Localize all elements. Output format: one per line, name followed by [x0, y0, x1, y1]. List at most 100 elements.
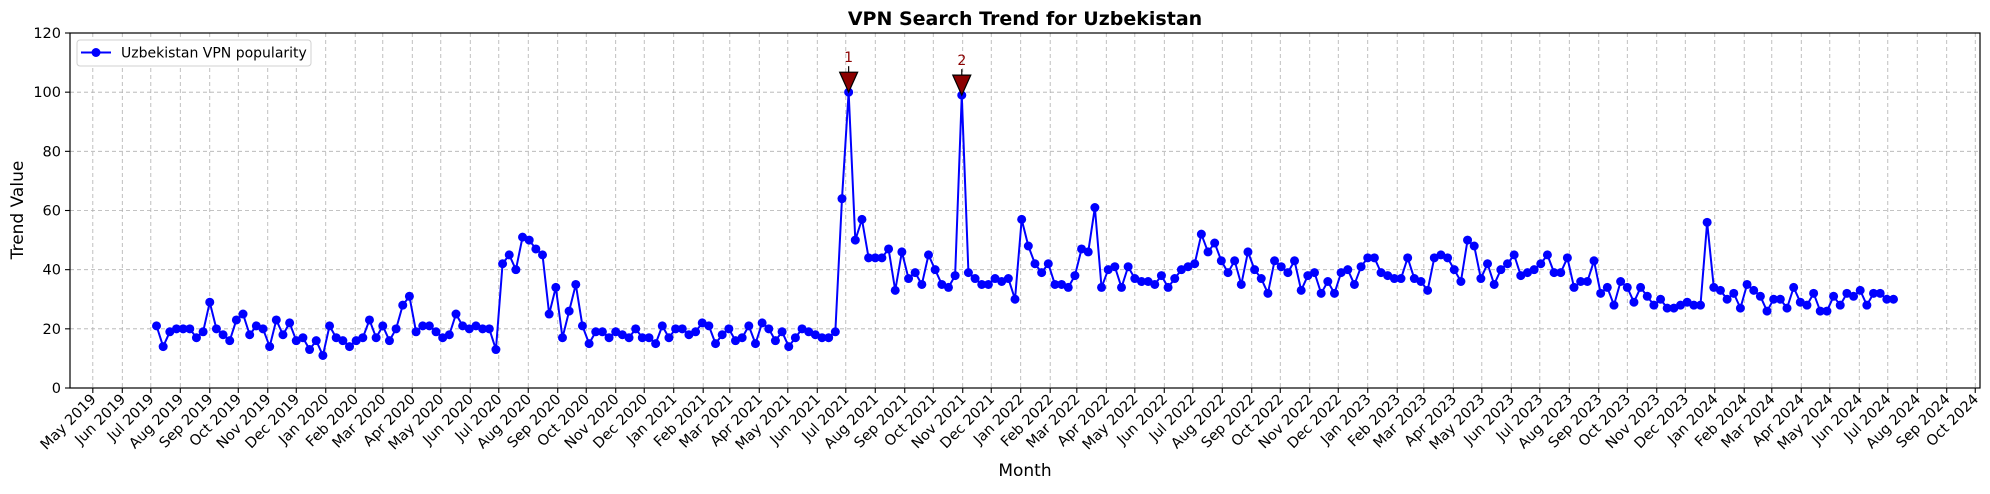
y-tick-label: 20 [43, 322, 61, 338]
data-point [1150, 279, 1160, 289]
data-point [1123, 262, 1133, 272]
data-point [584, 339, 594, 349]
data-point [917, 279, 927, 289]
data-point [571, 279, 581, 289]
data-point [637, 333, 647, 343]
data-point [1489, 279, 1499, 289]
data-point [830, 327, 840, 337]
data-point [790, 333, 800, 343]
data-point [1849, 291, 1859, 301]
legend: Uzbekistan VPN popularity [76, 39, 312, 67]
data-point [1230, 256, 1240, 266]
data-point [1735, 303, 1745, 313]
data-point [1809, 288, 1819, 298]
data-point [511, 265, 521, 275]
data-point [857, 214, 867, 224]
data-point [1003, 274, 1013, 284]
data-point [624, 333, 634, 343]
data-point [1443, 253, 1453, 263]
data-point [1423, 285, 1433, 295]
data-point [1695, 300, 1705, 310]
data-point [498, 259, 508, 269]
data-point [604, 333, 614, 343]
data-point [691, 327, 701, 337]
data-point [524, 235, 534, 245]
data-point [1070, 271, 1080, 281]
grid-lines [70, 32, 1980, 389]
data-point [930, 265, 940, 275]
data-point [311, 336, 321, 346]
data-point [1210, 238, 1220, 248]
data-point [345, 342, 355, 352]
data-point [644, 333, 654, 343]
data-point [817, 333, 827, 343]
data-point [1502, 259, 1512, 269]
data-point [245, 330, 255, 340]
data-point [1749, 285, 1759, 295]
data-point [837, 194, 847, 204]
data-point [1609, 300, 1619, 310]
data-point [724, 324, 734, 334]
data-point [950, 271, 960, 281]
data-point [1356, 262, 1366, 272]
data-point [418, 321, 428, 331]
data-point [1290, 256, 1300, 266]
data-point [970, 274, 980, 284]
data-point [1589, 256, 1599, 266]
plot-frame [69, 32, 1981, 389]
data-point [1869, 288, 1879, 298]
data-point [1855, 285, 1865, 295]
data-point [677, 324, 687, 334]
data-point [664, 333, 674, 343]
data-point [1316, 288, 1326, 298]
data-point [1323, 277, 1333, 286]
data-point [1037, 268, 1047, 278]
data-point [318, 350, 328, 360]
data-point [1396, 274, 1406, 284]
series-line [155, 91, 1894, 357]
data-point [1136, 277, 1146, 286]
data-point [870, 253, 880, 263]
data-point [1196, 229, 1206, 239]
data-point [424, 321, 434, 331]
data-point [1702, 217, 1712, 227]
data-point [1769, 294, 1779, 304]
data-point [1030, 259, 1040, 269]
data-point [1729, 288, 1739, 298]
data-point [205, 297, 215, 307]
data-point [910, 268, 920, 278]
data-point [1722, 294, 1732, 304]
data-point [744, 321, 754, 331]
data-point [1343, 265, 1353, 275]
data-point [1536, 259, 1546, 269]
data-point [444, 330, 454, 340]
data-point [158, 342, 168, 352]
data-point [983, 279, 993, 289]
data-point [884, 244, 894, 254]
data-point [384, 336, 394, 346]
y-axis: 0 20 40 60 80 100 120 [33, 26, 70, 397]
data-point [1050, 279, 1060, 289]
data-point [185, 324, 195, 334]
annotation-label: 1 [844, 50, 853, 66]
annotation-label: 2 [957, 53, 966, 69]
data-point [451, 309, 461, 319]
data-point [325, 321, 335, 331]
legend-marker-icon [91, 48, 101, 57]
y-tick-label: 120 [33, 26, 61, 42]
data-point [1815, 306, 1825, 316]
data-point [404, 291, 414, 301]
data-point [152, 321, 162, 331]
data-point [484, 324, 494, 334]
data-point [824, 333, 834, 343]
data-point [1017, 214, 1027, 224]
data-point [1882, 294, 1892, 304]
data-point [211, 324, 221, 334]
data-point [258, 324, 268, 334]
data-point [1283, 268, 1293, 278]
series-uzbekistan-vpn [152, 87, 1898, 360]
data-point [238, 309, 248, 319]
data-point [1063, 282, 1073, 292]
